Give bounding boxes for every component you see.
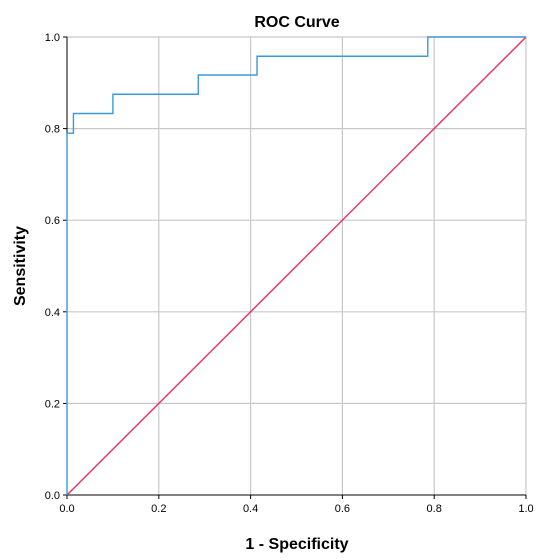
series-layer bbox=[66, 36, 527, 496]
x-tick-label: 0.4 bbox=[243, 503, 258, 515]
x-tick-label: 0.6 bbox=[335, 503, 350, 515]
x-tick-label: 0.8 bbox=[427, 503, 442, 515]
chart-title: ROC Curve bbox=[254, 14, 339, 31]
y-tick-label: 0.0 bbox=[45, 490, 60, 502]
y-tick-label: 0.6 bbox=[45, 215, 60, 227]
x-tick-label: 0.0 bbox=[59, 503, 74, 515]
y-tick-label: 0.4 bbox=[45, 307, 60, 319]
x-tick-label: 0.2 bbox=[151, 503, 166, 515]
y-tick-label: 0.2 bbox=[45, 398, 60, 410]
roc-curve-line bbox=[66, 36, 526, 495]
tick-label-layer: 0.0 0.2 0.4 0.6 0.8 1.0 0.0 0.2 0.4 0.6 0.8 1.0 bbox=[45, 32, 534, 515]
y-tick-label: 0.8 bbox=[45, 124, 60, 136]
reference-diagonal-line bbox=[66, 36, 527, 496]
y-axis-title: Sensitivity bbox=[12, 226, 29, 306]
x-axis-title: 1 - Specificity bbox=[245, 536, 348, 553]
y-tick-label: 1.0 bbox=[45, 32, 60, 44]
x-tick-label: 1.0 bbox=[518, 503, 533, 515]
